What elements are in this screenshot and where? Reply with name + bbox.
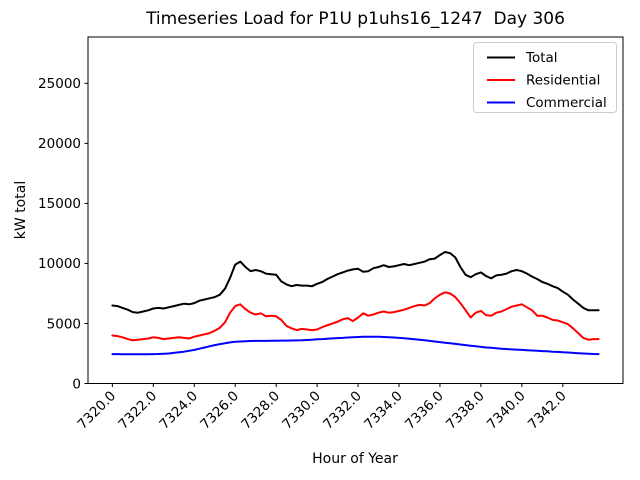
legend-label-residential: Residential xyxy=(526,73,600,89)
y-tick-label: 20000 xyxy=(38,136,81,152)
x-tick-label: 7320.0 xyxy=(74,388,119,433)
y-tick-label: 15000 xyxy=(38,196,81,212)
x-axis-label: Hour of Year xyxy=(312,451,398,467)
axes-frame xyxy=(87,36,624,384)
legend: Total Residential Commercial xyxy=(473,42,617,113)
legend-item-total: Total xyxy=(487,50,558,66)
x-tick-label: 7334.0 xyxy=(361,388,406,433)
series-line-commercial xyxy=(111,335,600,356)
y-axis-ticks: 0 5000 10000 15000 20000 25000 xyxy=(38,76,88,392)
plot-lines xyxy=(111,251,600,356)
y-tick-label: 10000 xyxy=(38,256,81,272)
y-axis-label: kW total xyxy=(13,181,29,239)
legend-box xyxy=(473,42,617,113)
x-tick-label: 7326.0 xyxy=(197,388,242,433)
x-tick-label: 7330.0 xyxy=(279,388,324,433)
x-tick-label: 7322.0 xyxy=(115,388,160,433)
legend-item-commercial: Commercial xyxy=(487,95,607,111)
y-tick-label: 25000 xyxy=(38,76,81,92)
legend-label-total: Total xyxy=(525,50,558,66)
x-axis-ticks: 7320.07322.07324.07326.07328.07330.07332… xyxy=(74,383,570,433)
x-tick-label: 7338.0 xyxy=(443,388,488,433)
legend-label-commercial: Commercial xyxy=(526,95,607,111)
y-tick-label: 5000 xyxy=(47,316,81,332)
x-tick-label: 7332.0 xyxy=(320,388,365,433)
x-tick-label: 7324.0 xyxy=(156,388,201,433)
x-tick-label: 7342.0 xyxy=(525,388,570,433)
series-line-residential xyxy=(111,291,600,342)
chart-title: Timeseries Load for P1U p1uhs16_1247 Day… xyxy=(146,9,565,29)
x-tick-label: 7336.0 xyxy=(402,388,447,433)
x-tick-label: 7340.0 xyxy=(484,388,529,433)
x-tick-label: 7328.0 xyxy=(238,388,283,433)
series-line-total xyxy=(111,251,600,314)
legend-item-residential: Residential xyxy=(487,73,600,89)
y-tick-label: 0 xyxy=(72,376,81,392)
